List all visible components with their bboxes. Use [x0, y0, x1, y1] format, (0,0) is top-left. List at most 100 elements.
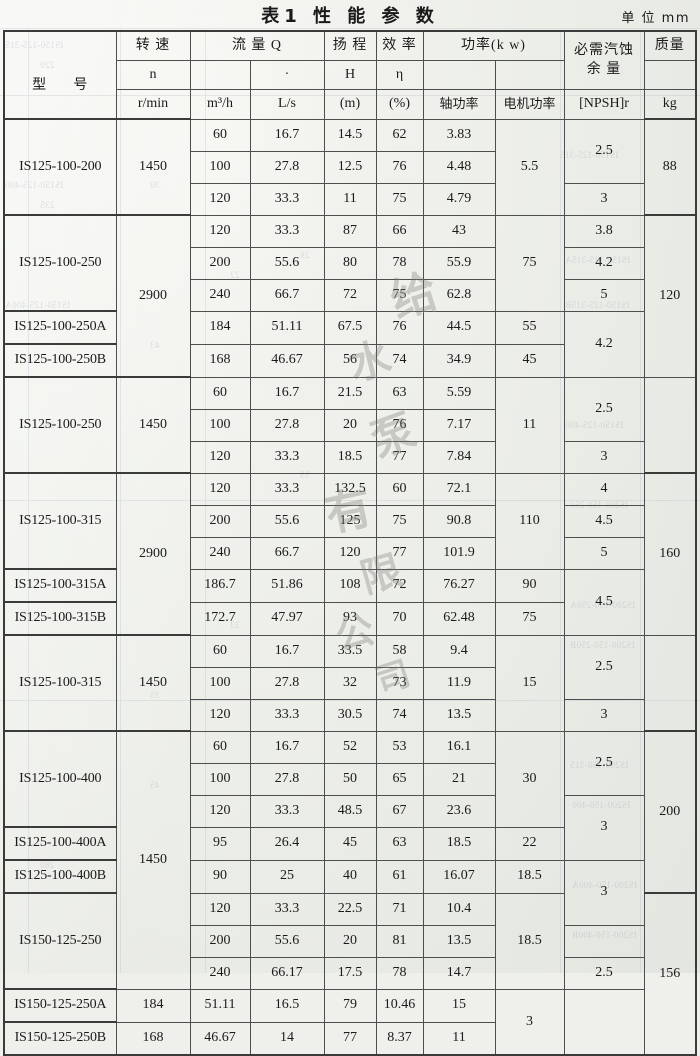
cell-flow-m3h: 240: [189, 956, 251, 990]
cell-head: 45: [323, 826, 377, 861]
cell-npsh: 4.5: [563, 568, 645, 636]
header-eff-unit: (%): [375, 89, 424, 120]
cell-shaft-power: 76.27: [422, 568, 496, 603]
cell-flow-ls: 66.17: [249, 956, 325, 990]
header-model-char1: 型: [32, 77, 48, 93]
header-flow-blank: [189, 60, 251, 90]
cell-shaft-power: 9.4: [422, 634, 496, 668]
cell-flow-ls: 33.3: [249, 794, 325, 828]
cell-flow-m3h: 168: [115, 1021, 191, 1056]
header-power-title: 功率(k w): [422, 30, 565, 61]
cell-efficiency: 61: [375, 859, 424, 894]
cell-motor-power: 75: [494, 601, 565, 636]
cell-flow-ls: 26.4: [249, 826, 325, 861]
cell-shaft-power: 44.5: [422, 310, 496, 345]
cell-efficiency: 62: [375, 118, 424, 152]
cell-flow-ls: 46.67: [249, 343, 325, 378]
cell-efficiency: 78: [375, 956, 424, 990]
cell-head: 87: [323, 214, 377, 248]
cell-model: IS150-125-250A: [3, 988, 117, 1023]
cell-model: IS125-100-250B: [3, 343, 117, 378]
cell-head: 120: [323, 536, 377, 570]
cell-model: IS125-100-315B: [3, 601, 117, 636]
cell-flow-ls: 51.11: [249, 310, 325, 345]
cell-mass: 200: [643, 730, 697, 894]
table-row: IS125-100-400A 95 26.4 45 63 18.5 22: [3, 826, 696, 861]
cell-head: 14: [249, 1021, 325, 1056]
cell-shaft-power: 13.5: [422, 698, 496, 732]
table-row: 120 33.3 18.5 77 7.84 3: [4, 440, 696, 474]
cell-efficiency: 73: [375, 666, 424, 700]
cell-efficiency: 65: [375, 762, 424, 796]
header-head-unit: (m): [323, 89, 377, 120]
cell-mass: 160: [643, 472, 697, 636]
cell-model: IS125-100-400A: [3, 826, 117, 861]
cell-flow-ls: 33.3: [249, 892, 325, 926]
table-row: 200 55.6 125 75 90.8 4.5: [4, 504, 696, 538]
cell-shaft-power: 21: [422, 762, 496, 796]
cell-head: 67.5: [323, 310, 377, 345]
cell-efficiency: 70: [375, 601, 424, 636]
cell-mass: 88: [643, 118, 697, 216]
cell-efficiency: 66: [375, 214, 424, 248]
cell-head: 20: [323, 408, 377, 442]
cell-motor-power: 11: [422, 1021, 496, 1056]
cell-efficiency: 76: [375, 310, 424, 345]
cell-motor-power: 11: [494, 376, 565, 474]
cell-flow-ls: 16.7: [249, 376, 325, 410]
cell-npsh: 3: [563, 440, 645, 474]
cell-speed: 1450: [115, 118, 191, 216]
header-flow-unit-ls: L/s: [249, 89, 325, 120]
cell-motor-power: 18.5: [494, 892, 565, 990]
cell-shaft-power: 34.9: [422, 343, 496, 378]
cell-flow-ls: 51.11: [189, 988, 251, 1023]
cell-flow-m3h: 100: [189, 150, 251, 184]
table-row: IS150-125-250A 184 51.11 16.5 79 10.46 15 3: [3, 988, 696, 1056]
cell-shaft-power: 23.6: [422, 794, 496, 828]
cell-model: IS125-100-250A: [3, 310, 117, 345]
cell-efficiency: 75: [375, 278, 424, 312]
cell-efficiency: 75: [375, 182, 424, 216]
header-mass-title: 质量: [643, 30, 697, 61]
cell-efficiency: 63: [375, 376, 424, 410]
cell-model: IS150-125-250B: [3, 1021, 117, 1056]
cell-model: IS125-100-250: [3, 376, 117, 474]
table-row: 120 33.3 11 75 4.79 3: [4, 182, 696, 216]
cell-speed: 1450: [115, 730, 191, 990]
cell-flow-ls: 27.8: [249, 150, 325, 184]
cell-npsh: 2.5: [563, 634, 645, 700]
cell-flow-ls: 16.7: [249, 118, 325, 152]
cell-motor-power: 90: [494, 568, 565, 603]
cell-npsh: 5: [563, 536, 645, 570]
header-speed-title: 转 速: [115, 30, 191, 61]
unit-note: 单 位 mm: [621, 11, 690, 26]
cell-flow-ls: 16.7: [249, 634, 325, 668]
cell-efficiency: 72: [375, 568, 424, 603]
cell-shaft-power: 10.46: [375, 988, 424, 1023]
cell-flow-ls: 55.6: [249, 504, 325, 538]
performance-parameter-table: 型 号 转 速 流 量 Q 扬 程 效 率 功率(k w) 必需汽蚀 余 量 质…: [3, 30, 697, 1056]
cell-flow-m3h: 100: [189, 762, 251, 796]
header-eff-symbol: η: [375, 60, 424, 90]
cell-flow-m3h: 240: [189, 536, 251, 570]
cell-efficiency: 74: [375, 343, 424, 378]
cell-head: 108: [323, 568, 377, 603]
cell-head: 12.5: [323, 150, 377, 184]
cell-shaft-power: 72.1: [422, 472, 496, 506]
cell-flow-ls: 33.3: [249, 472, 325, 506]
cell-efficiency: 74: [375, 698, 424, 732]
table-header: 型 号 转 速 流 量 Q 扬 程 效 率 功率(k w) 必需汽蚀 余 量 质…: [3, 30, 697, 120]
cell-motor-power: 5.5: [494, 118, 565, 216]
header-npsh-line1: 必需汽蚀: [574, 42, 634, 58]
table-row: IS125-100-250B 168 46.67 56 74 34.9 45: [3, 343, 696, 378]
cell-efficiency: 77: [323, 1021, 377, 1056]
cell-flow-m3h: 184: [189, 310, 251, 345]
cell-shaft-power: 90.8: [422, 504, 496, 538]
cell-flow-ls: 46.67: [189, 1021, 251, 1056]
cell-flow-ls: 33.3: [249, 440, 325, 474]
cell-flow-m3h: 168: [189, 343, 251, 378]
cell-flow-ls: 66.7: [249, 536, 325, 570]
cell-motor-power: 75: [494, 214, 565, 312]
cell-flow-m3h: 200: [189, 504, 251, 538]
header-flow-dot: ·: [249, 60, 325, 90]
